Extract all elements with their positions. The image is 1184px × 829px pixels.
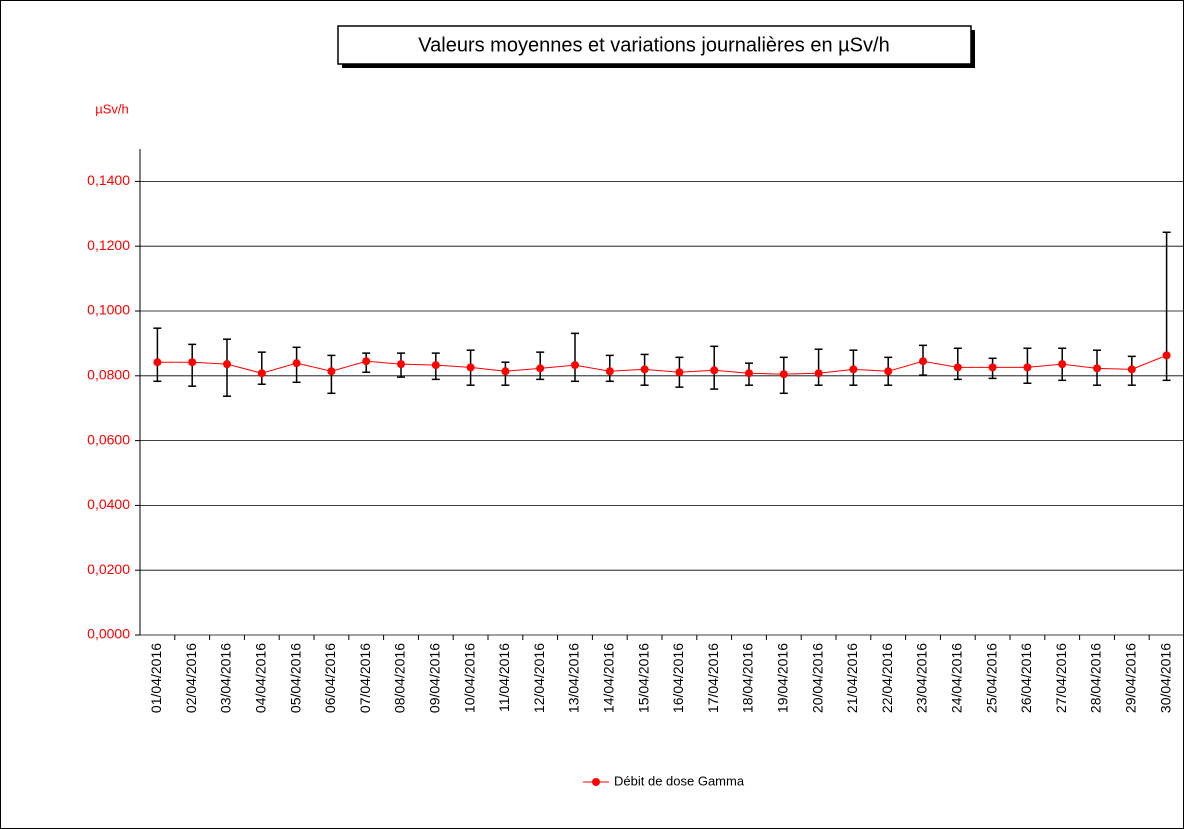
y-tick-label: 0,0400 [87, 496, 130, 512]
data-point [466, 363, 475, 372]
x-tick-label: 22/04/2016 [879, 643, 895, 713]
data-point [779, 370, 788, 379]
x-tick-label: 25/04/2016 [983, 643, 999, 713]
data-point [988, 363, 997, 372]
title-box [337, 25, 972, 65]
data-point [397, 360, 405, 369]
data-point [640, 365, 649, 374]
chart-title: Valeurs moyennes et variations journaliè… [418, 34, 889, 56]
x-tick-label: 26/04/2016 [1018, 643, 1034, 713]
data-point [292, 359, 301, 368]
x-tick-label: 09/04/2016 [427, 643, 443, 713]
y-tick-label: 0,0800 [87, 367, 130, 383]
data-point [327, 367, 336, 376]
data-point [675, 368, 684, 377]
x-tick-label: 05/04/2016 [287, 643, 303, 713]
data-point [571, 361, 579, 370]
x-tick-label: 24/04/2016 [949, 643, 965, 713]
x-tick-label: 01/04/2016 [148, 643, 164, 713]
x-tick-label: 07/04/2016 [357, 643, 373, 713]
data-point [1023, 363, 1032, 372]
x-tick-label: 16/04/2016 [670, 643, 686, 713]
data-point [223, 360, 231, 369]
data-point [188, 358, 197, 367]
data-point [1058, 360, 1067, 369]
x-tick-label: 27/04/2016 [1053, 643, 1069, 713]
data-point [919, 357, 927, 366]
data-point [814, 369, 823, 378]
y-axis-label: µSv/h [95, 101, 129, 116]
data-point [953, 363, 962, 372]
data-point [1093, 364, 1101, 373]
legend-marker [592, 778, 600, 786]
series-line [157, 354, 1167, 375]
y-tick-label: 0,1400 [87, 172, 130, 188]
x-tick-label: 14/04/2016 [601, 643, 617, 713]
x-tick-label: 02/04/2016 [183, 643, 199, 713]
x-tick-label: 15/04/2016 [635, 643, 651, 713]
y-tick-label: 0,0600 [87, 431, 130, 447]
data-point [362, 357, 371, 366]
x-tick-label: 20/04/2016 [809, 643, 825, 713]
x-tick-label: 03/04/2016 [218, 643, 234, 713]
legend-label: Débit de dose Gamma [614, 773, 745, 788]
x-tick-label: 13/04/2016 [566, 643, 582, 713]
x-tick-label: 10/04/2016 [461, 643, 477, 713]
x-tick-label: 29/04/2016 [1123, 643, 1139, 713]
x-tick-label: 30/04/2016 [1157, 643, 1173, 713]
data-point [710, 366, 719, 375]
data-point [536, 364, 545, 373]
data-point [431, 361, 440, 370]
y-tick-label: 0,0000 [87, 626, 130, 642]
data-point [884, 367, 893, 376]
data-point [1127, 365, 1136, 374]
x-tick-label: 11/04/2016 [496, 643, 512, 712]
data-point [605, 367, 614, 376]
y-tick-label: 0,1000 [87, 302, 130, 318]
x-tick-label: 21/04/2016 [844, 643, 860, 713]
x-tick-label: 28/04/2016 [1088, 643, 1104, 713]
x-tick-label: 08/04/2016 [392, 643, 408, 713]
data-point [849, 365, 858, 374]
x-tick-label: 23/04/2016 [914, 643, 930, 713]
x-tick-label: 17/04/2016 [705, 643, 721, 713]
data-point [1162, 351, 1171, 360]
y-tick-label: 0,0200 [87, 561, 130, 577]
x-tick-label: 19/04/2016 [775, 643, 791, 713]
x-tick-label: 04/04/2016 [253, 643, 269, 713]
x-tick-label: 18/04/2016 [740, 643, 756, 713]
x-tick-label: 12/04/2016 [531, 643, 547, 713]
data-point [745, 369, 753, 378]
data-point [257, 369, 266, 378]
y-tick-label: 0,1200 [87, 237, 130, 253]
data-point [153, 358, 162, 367]
data-point [501, 367, 510, 376]
x-tick-label: 06/04/2016 [322, 643, 338, 713]
